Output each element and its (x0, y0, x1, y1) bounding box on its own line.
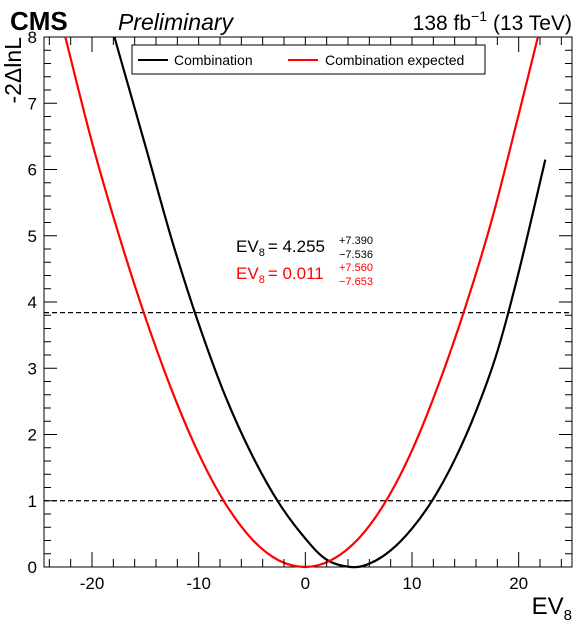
y-tick-label: 7 (28, 94, 37, 113)
y-tick-label: 5 (28, 227, 37, 246)
y-tick-label: 4 (28, 293, 37, 312)
x-tick-label: -20 (80, 574, 105, 593)
energy-value: (13 TeV) (493, 12, 572, 35)
legend-label-observed: Combination (174, 52, 253, 68)
result-expected-lhs-sub: 8 (259, 274, 265, 286)
y-tick-label: 8 (28, 28, 37, 47)
plot-frame (43, 36, 573, 568)
result-expected-up: +7.560 (339, 262, 373, 274)
y-tick-label: 1 (28, 492, 37, 511)
result-observed-down: −7.536 (339, 249, 373, 261)
x-tick-label: 10 (403, 574, 422, 593)
legend-label-expected: Combination expected (325, 52, 464, 68)
y-tick-label: 0 (28, 558, 37, 577)
x-tick-label: -10 (186, 574, 211, 593)
reference-lines (44, 312, 572, 502)
result-expected-main: EV8 = 0.011 (236, 264, 324, 286)
y-axis: 0 1 2 3 4 5 6 7 8 (28, 28, 572, 577)
y-tick-label: 2 (28, 426, 37, 445)
result-observed-value: = 4.255 (268, 237, 325, 256)
x-tick-label: 20 (509, 574, 528, 593)
result-expected: EV8 = 0.011 +7.560 −7.653 (236, 262, 373, 288)
status-label: Preliminary (118, 9, 235, 35)
legend: Combination Combination expected (131, 44, 486, 75)
x-tick-label: 0 (301, 574, 310, 593)
x-axis-title-main: EV (532, 593, 564, 620)
result-expected-value: = 0.011 (268, 264, 324, 283)
experiment-label: CMS (10, 6, 68, 36)
luminosity-label: 138 fb−1 (13 TeV) (413, 8, 572, 35)
y-tick-label: 6 (28, 161, 37, 180)
y-axis-title: -2ΔlnL (0, 37, 26, 104)
result-expected-down: −7.653 (339, 276, 373, 288)
x-axis-title-sub: 8 (564, 607, 572, 624)
lumi-value: 138 fb (413, 12, 471, 35)
result-observed-main: EV8 = 4.255 (236, 237, 325, 259)
lumi-exponent: −1 (471, 8, 487, 24)
legend-box (131, 44, 486, 75)
result-observed-lhs: EV (236, 237, 259, 256)
x-axis: -20 -10 0 10 20 (48, 37, 562, 593)
result-observed: EV8 = 4.255 +7.390 −7.536 (236, 235, 373, 261)
result-observed-up: +7.390 (339, 235, 373, 247)
x-axis-title: EV8 (532, 593, 572, 624)
result-expected-lhs: EV (236, 264, 259, 283)
y-tick-label: 3 (28, 359, 37, 378)
result-observed-lhs-sub: 8 (259, 247, 265, 259)
